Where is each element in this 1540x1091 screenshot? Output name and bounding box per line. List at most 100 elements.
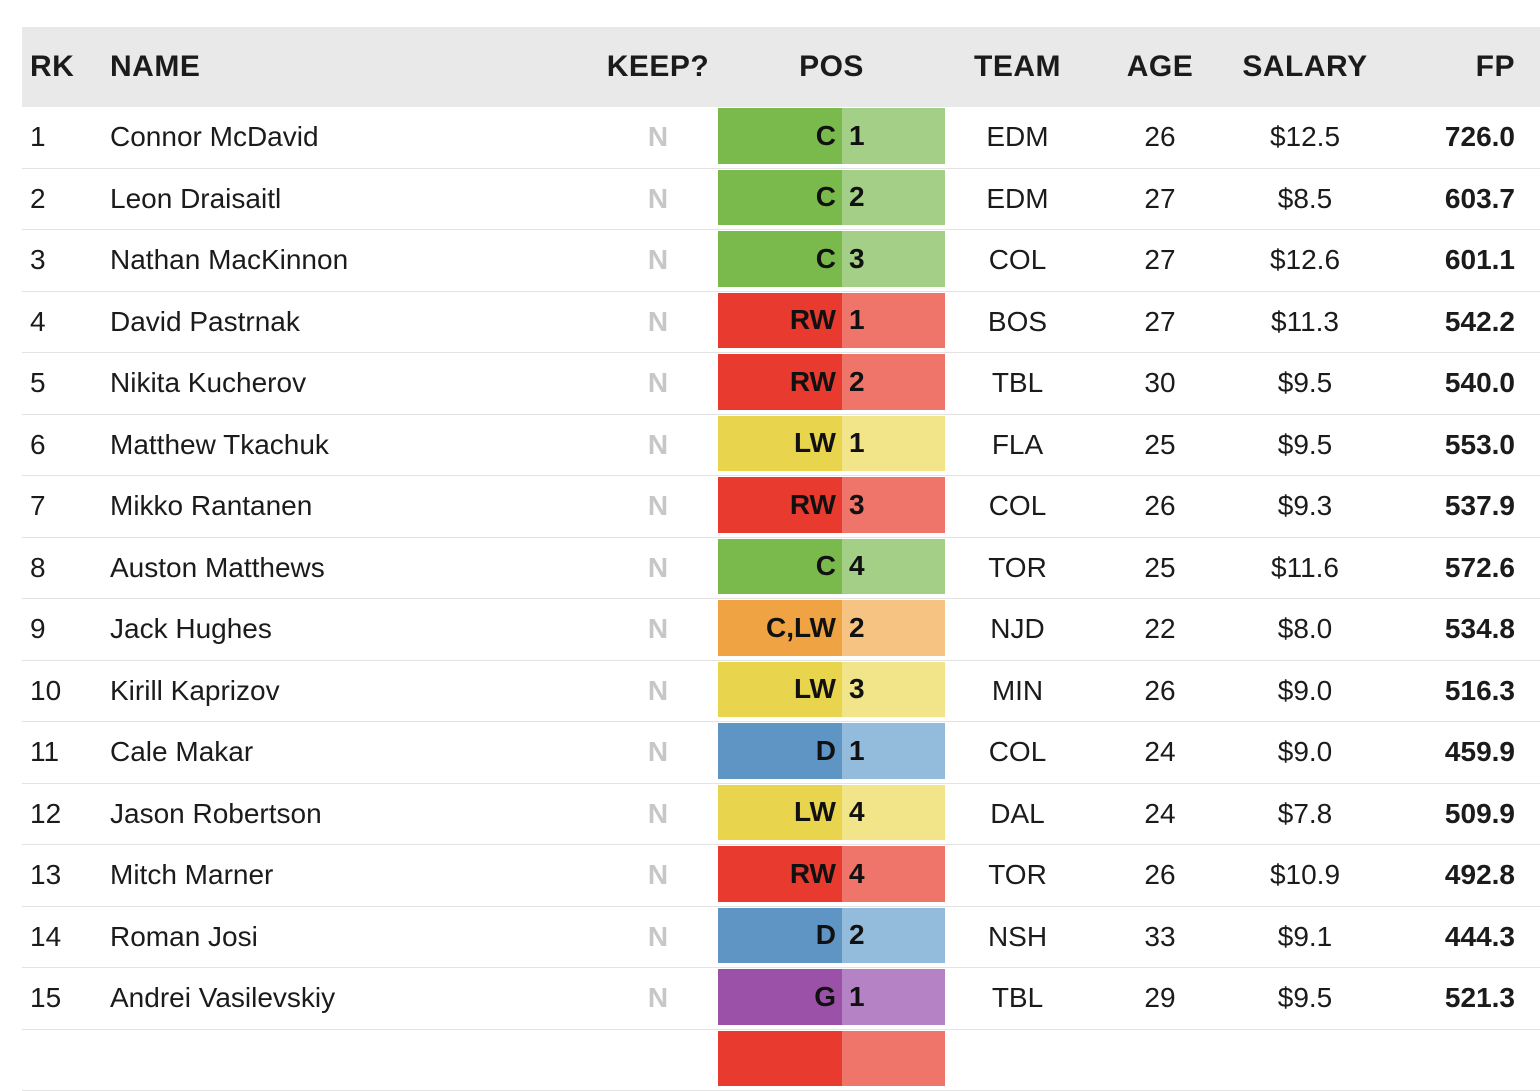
keep-toggle[interactable]: N [598, 859, 718, 891]
age-value: 26 [1090, 675, 1230, 707]
player-name: Leon Draisaitl [100, 183, 598, 215]
player-name: Cale Makar [100, 736, 598, 768]
keep-toggle[interactable]: N [598, 121, 718, 153]
table-header-row: RK NAME KEEP? POS TEAM AGE SALARY FP [22, 27, 1540, 107]
rank-value: 6 [22, 429, 100, 461]
salary-value: $11.6 [1230, 552, 1380, 584]
keep-toggle[interactable]: N [598, 675, 718, 707]
team-abbrev: TBL [945, 367, 1090, 399]
salary-value: $8.0 [1230, 613, 1380, 645]
fantasy-points-value: 537.9 [1380, 490, 1540, 522]
salary-value: $9.5 [1230, 367, 1380, 399]
position-rank: 3 [842, 231, 945, 287]
column-header-fantasy-points[interactable]: FP [1380, 50, 1540, 84]
column-header-team[interactable]: TEAM [945, 50, 1090, 84]
position-rank: 3 [842, 662, 945, 718]
position-abbrev: RW [718, 354, 842, 410]
player-name: Jack Hughes [100, 613, 598, 645]
position-rank: 2 [842, 170, 945, 226]
team-abbrev: FLA [945, 429, 1090, 461]
rank-value: 3 [22, 244, 100, 276]
age-value: 25 [1090, 429, 1230, 461]
fantasy-points-value: 542.2 [1380, 306, 1540, 338]
player-name: Mikko Rantanen [100, 490, 598, 522]
team-abbrev: MIN [945, 675, 1090, 707]
age-value: 22 [1090, 613, 1230, 645]
keep-toggle[interactable]: N [598, 306, 718, 338]
fantasy-points-value: 444.3 [1380, 921, 1540, 953]
rank-value: 9 [22, 613, 100, 645]
team-abbrev: TBL [945, 982, 1090, 1014]
keep-toggle[interactable]: N [598, 367, 718, 399]
keep-toggle[interactable]: N [598, 244, 718, 276]
salary-value: $7.8 [1230, 798, 1380, 830]
rank-value: 11 [22, 736, 100, 768]
keep-toggle[interactable]: N [598, 921, 718, 953]
column-header-keep[interactable]: KEEP? [598, 50, 718, 84]
position-cell [718, 1030, 945, 1091]
rank-value: 4 [22, 306, 100, 338]
team-abbrev: COL [945, 490, 1090, 522]
fantasy-points-value: 516.3 [1380, 675, 1540, 707]
column-header-position[interactable]: POS [718, 27, 945, 107]
team-abbrev: DAL [945, 798, 1090, 830]
rank-value: 1 [22, 121, 100, 153]
position-abbrev: C [718, 539, 842, 595]
player-name: Roman Josi [100, 921, 598, 953]
column-header-salary[interactable]: SALARY [1230, 50, 1380, 84]
age-value: 26 [1090, 490, 1230, 522]
fantasy-points-value: 553.0 [1380, 429, 1540, 461]
keep-toggle[interactable]: N [598, 736, 718, 768]
fantasy-points-value: 534.8 [1380, 613, 1540, 645]
position-abbrev: LW [718, 662, 842, 718]
player-row-partial [22, 1030, 1540, 1091]
team-abbrev: COL [945, 736, 1090, 768]
rank-value: 7 [22, 490, 100, 522]
keep-toggle[interactable]: N [598, 429, 718, 461]
player-name: Nathan MacKinnon [100, 244, 598, 276]
position-abbrev: RW [718, 477, 842, 533]
salary-value: $12.5 [1230, 121, 1380, 153]
column-header-name[interactable]: NAME [100, 50, 598, 84]
age-value: 26 [1090, 859, 1230, 891]
rank-value: 5 [22, 367, 100, 399]
position-rank: 2 [842, 600, 945, 656]
position-badge [718, 1031, 945, 1087]
team-abbrev: COL [945, 244, 1090, 276]
column-header-age[interactable]: AGE [1090, 50, 1230, 84]
player-name: Jason Robertson [100, 798, 598, 830]
position-rank [842, 1031, 945, 1087]
keep-toggle[interactable]: N [598, 490, 718, 522]
column-header-rank[interactable]: RK [22, 50, 100, 84]
team-abbrev: TOR [945, 552, 1090, 584]
keep-toggle[interactable]: N [598, 798, 718, 830]
player-name: Connor McDavid [100, 121, 598, 153]
salary-value: $9.0 [1230, 675, 1380, 707]
keep-toggle[interactable]: N [598, 183, 718, 215]
position-rank: 1 [842, 969, 945, 1025]
keep-toggle[interactable]: N [598, 552, 718, 584]
rank-value: 15 [22, 982, 100, 1014]
player-name: David Pastrnak [100, 306, 598, 338]
position-rank: 1 [842, 416, 945, 472]
keep-toggle[interactable]: N [598, 613, 718, 645]
age-value: 29 [1090, 982, 1230, 1014]
keep-toggle[interactable]: N [598, 982, 718, 1014]
